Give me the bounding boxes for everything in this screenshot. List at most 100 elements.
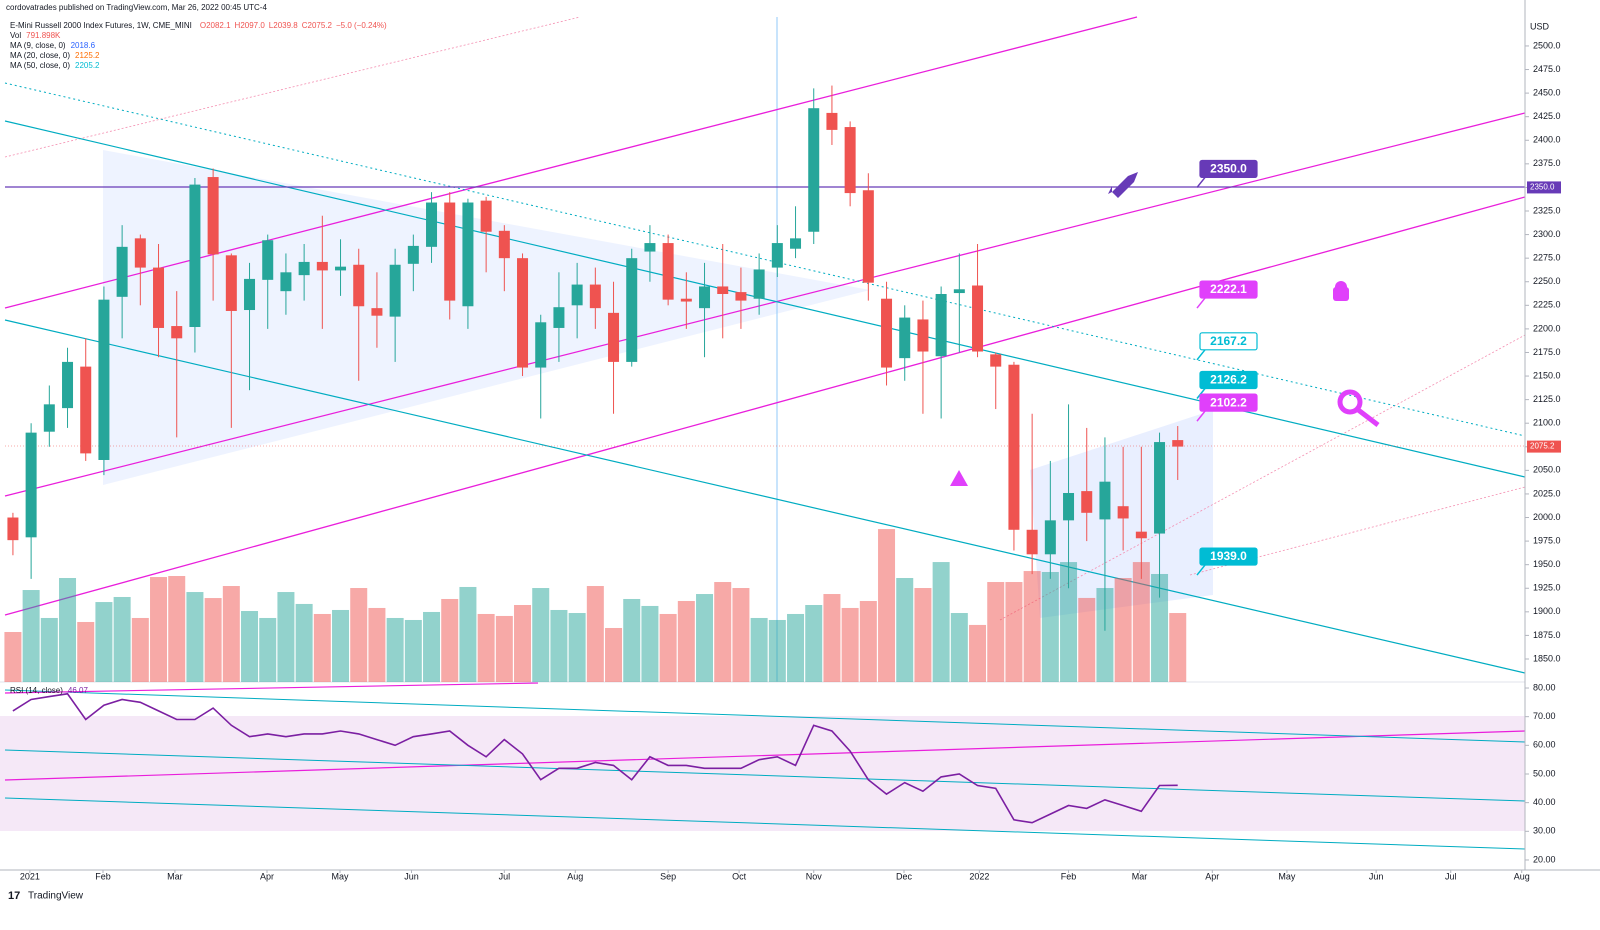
y-tick-label: 2500.0 [1533, 40, 1561, 50]
volume-bar [277, 592, 295, 682]
volume-bar [150, 577, 168, 682]
rsi-tick-label: 40.00 [1533, 797, 1556, 807]
last-price-box [1527, 440, 1561, 453]
volume-bar [95, 602, 113, 682]
volume-bar [1078, 597, 1096, 682]
x-tick-label: 2022 [969, 871, 989, 881]
candle-body [1117, 506, 1129, 519]
icons [950, 172, 1380, 486]
annotation-leader [1196, 564, 1206, 576]
candle-body [699, 286, 711, 309]
candle-body [1008, 364, 1020, 530]
y-tick-label: 2275.0 [1533, 253, 1561, 263]
volume-bar [805, 605, 823, 682]
candle-body [25, 432, 37, 538]
x-tick-label: Apr [1205, 871, 1219, 881]
volume-bar [1114, 578, 1132, 682]
brand-logo: 17 [8, 890, 20, 902]
x-tick-label: Jul [499, 871, 511, 881]
x-tick-label: Nov [806, 871, 823, 881]
candle-body [844, 127, 856, 194]
y-tick-label: 2150.0 [1533, 370, 1561, 380]
rsi-legend: RSI (14, close) 46.07 [10, 686, 88, 695]
volume-bar [40, 617, 58, 682]
volume-bar [932, 562, 950, 682]
candle-body [899, 317, 911, 359]
candle-body [116, 246, 128, 297]
candle-body [1063, 492, 1075, 521]
legend-title: E-Mini Russell 2000 Index Futures, 1W, C… [10, 21, 387, 30]
volume-bar [77, 621, 95, 682]
volume-bar [568, 613, 586, 682]
volume-layer [4, 529, 1187, 682]
volume-bar [241, 611, 259, 682]
level-tag: 2350.0 [1530, 183, 1555, 192]
rsi-value: 46.07 [68, 686, 89, 695]
volume-bar [113, 596, 131, 682]
y-tick-label: 1950.0 [1533, 559, 1561, 569]
y-tick-label: 2175.0 [1533, 347, 1561, 357]
indicator-value: 2125.2 [75, 51, 100, 60]
volume-bar [969, 624, 987, 682]
candle-body [1081, 491, 1093, 513]
x-tick-label: 2021 [20, 871, 40, 881]
candle-body [808, 108, 820, 232]
x-tick-label: Aug [1514, 871, 1530, 881]
candle-body [298, 261, 310, 276]
overlay-layer: E-Mini Russell 2000 Index Futures, 1W, C… [10, 21, 1561, 881]
candle-body [171, 326, 183, 339]
volume-bar [404, 619, 422, 682]
y-tick-label: 2300.0 [1533, 229, 1561, 239]
candle-body [426, 202, 438, 247]
legend-indicator: Vol 791.898K [10, 31, 61, 40]
volume-bar [1151, 573, 1169, 682]
candle-body [790, 238, 802, 249]
candle-body [662, 243, 674, 300]
credit: cordovatrades published on TradingView.c… [6, 3, 267, 12]
candle-body [862, 190, 874, 283]
candle-body [407, 245, 419, 264]
candle-body [462, 202, 474, 307]
candle-body [244, 278, 256, 311]
candle-body [480, 200, 492, 232]
y-tick-label: 2250.0 [1533, 276, 1561, 286]
candle-body [207, 177, 219, 255]
annotation-box [1199, 280, 1258, 299]
level-tag-box [1527, 181, 1561, 194]
volume-bar [332, 609, 350, 682]
y-tick-label: 2325.0 [1533, 205, 1561, 215]
candle-body [189, 184, 201, 328]
volume-bar [605, 627, 623, 682]
candle-body [262, 240, 274, 280]
annotation-box [1199, 547, 1258, 566]
volume-bar [295, 603, 313, 682]
candle-body [43, 404, 55, 432]
volume-bar [623, 598, 641, 682]
annotation-box [1199, 393, 1258, 412]
volume-bar [750, 617, 768, 682]
indicator-name: MA (20, close, 0) [10, 51, 70, 60]
currency: USD [1530, 21, 1550, 31]
x-tick-label: Jun [404, 871, 419, 881]
y-tick-label: 1875.0 [1533, 630, 1561, 640]
volume-bar [1132, 562, 1150, 682]
volume-bar [550, 609, 568, 682]
legend-ohlc: O2082.1 [200, 21, 231, 30]
volume-bar [1041, 571, 1059, 682]
volume-bar [59, 578, 77, 682]
x-tick-label: Sep [660, 871, 676, 881]
volume-bar [459, 586, 477, 682]
volume-bar [714, 582, 732, 682]
volume-bar [441, 598, 459, 682]
candle-body [644, 243, 656, 252]
rsi-lines [4, 682, 1526, 850]
candle-body [753, 269, 765, 299]
y-tick-label: 1925.0 [1533, 583, 1561, 593]
volume-bar [1096, 588, 1114, 682]
indicator-value: 2018.6 [71, 41, 96, 50]
volume-bar [222, 586, 240, 682]
volume-bar [896, 578, 914, 682]
legend-ohlc: L2039.8 [269, 21, 298, 30]
